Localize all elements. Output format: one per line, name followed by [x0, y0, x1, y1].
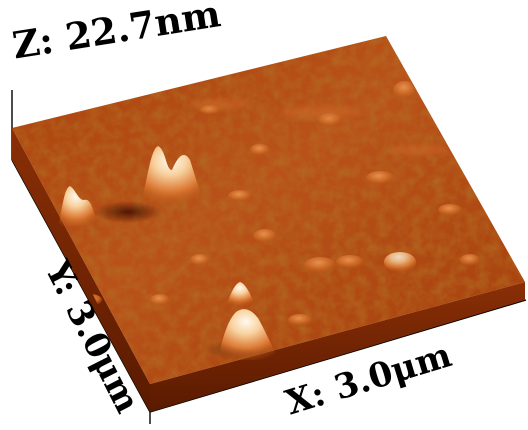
- left-double-peak: [140, 146, 208, 205]
- x-axis-line: [149, 299, 527, 413]
- bump: [288, 314, 312, 326]
- surface-features: [58, 81, 480, 360]
- bump: [190, 254, 210, 266]
- left-small-peak: [58, 186, 98, 228]
- bump: [393, 81, 417, 99]
- bump: [384, 252, 416, 272]
- shadow-depression: [94, 201, 162, 223]
- bump: [438, 204, 462, 216]
- center-back-peak: [226, 282, 256, 306]
- center-front-peak: [218, 309, 280, 360]
- bump: [250, 144, 270, 156]
- ridge: [280, 106, 360, 118]
- ridge: [190, 99, 250, 109]
- peak: [226, 282, 256, 306]
- bump: [228, 190, 252, 202]
- surface-texture: [12, 36, 525, 384]
- bump: [304, 257, 336, 273]
- bump: [460, 254, 480, 266]
- height-surface: [12, 36, 525, 412]
- bump: [336, 255, 364, 269]
- minor-bumps: [78, 81, 480, 326]
- bump: [150, 294, 170, 306]
- ridge: [390, 145, 450, 155]
- peak: [58, 186, 98, 228]
- ridge-highlights: [190, 99, 450, 155]
- bump: [366, 171, 394, 185]
- surface-front-wall: [150, 282, 525, 412]
- peak: [218, 309, 280, 360]
- bump: [253, 229, 277, 243]
- surface-left-wall: [12, 128, 150, 412]
- bump: [460, 144, 480, 156]
- peak: [140, 146, 208, 205]
